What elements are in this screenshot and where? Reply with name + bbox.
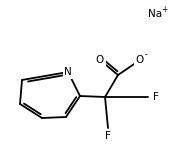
Text: N: N: [64, 67, 72, 77]
Text: F: F: [153, 92, 159, 102]
Text: O: O: [136, 55, 144, 65]
Text: Na: Na: [148, 9, 162, 19]
Text: F: F: [105, 131, 111, 141]
Text: O: O: [96, 55, 104, 65]
Text: +: +: [161, 6, 167, 14]
Text: -: -: [145, 51, 147, 59]
